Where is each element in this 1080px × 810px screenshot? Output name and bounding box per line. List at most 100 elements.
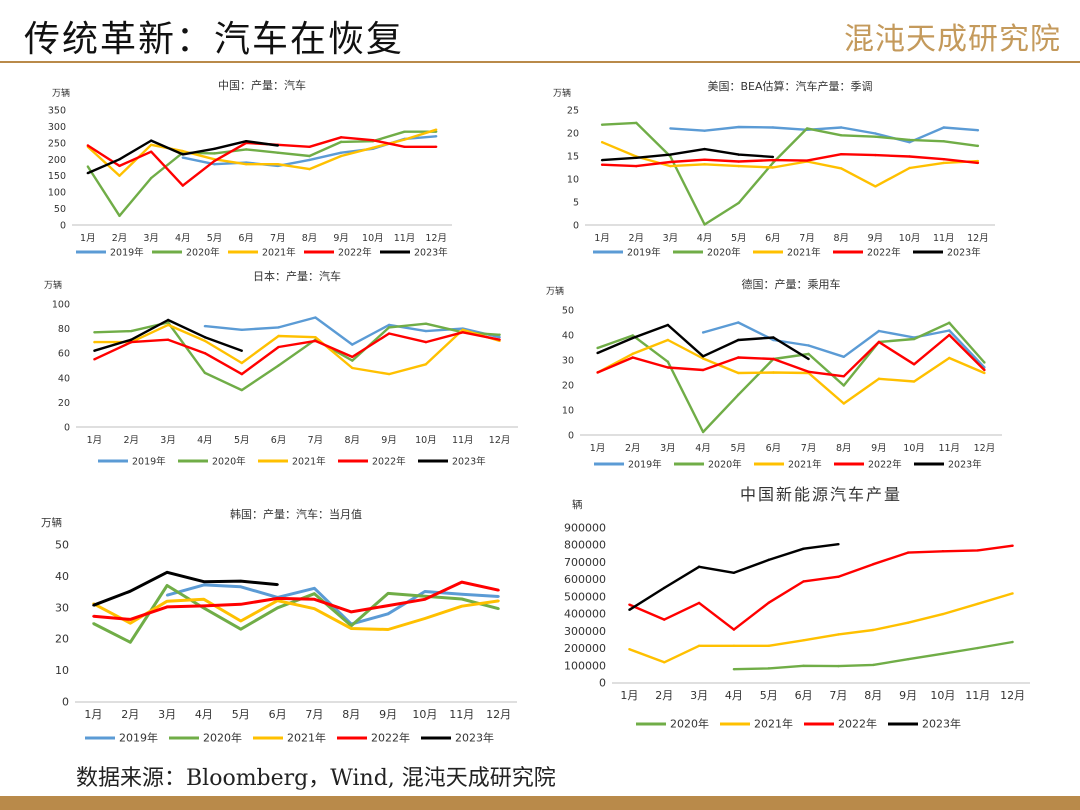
data-point xyxy=(837,664,840,668)
data-point xyxy=(737,393,740,396)
x-tick-label: 12月 xyxy=(974,443,996,454)
data-point xyxy=(737,164,740,168)
x-tick-label: 1月 xyxy=(594,233,610,244)
legend-label: 2019年 xyxy=(628,459,662,471)
series-line xyxy=(86,128,437,177)
data-point xyxy=(313,598,316,601)
data-point xyxy=(387,332,391,335)
data-point xyxy=(631,356,634,359)
data-point xyxy=(807,357,810,361)
data-point xyxy=(805,159,809,162)
x-tick-label: 9月 xyxy=(868,233,884,244)
x-tick-label: 5月 xyxy=(234,435,250,446)
y-tick-label: 600000 xyxy=(564,573,606,586)
data-point xyxy=(596,346,599,350)
data-point xyxy=(118,214,121,217)
y-tick-label: 5 xyxy=(573,198,579,209)
y-axis-unit: 万辆 xyxy=(546,285,564,297)
x-tick-label: 3月 xyxy=(143,233,159,244)
data-point xyxy=(906,551,910,554)
data-point xyxy=(403,138,406,141)
y-tick-label: 500000 xyxy=(564,590,606,603)
y-tick-label: 800000 xyxy=(564,539,606,552)
y-tick-label: 0 xyxy=(568,431,574,442)
data-point xyxy=(371,139,375,142)
data-point xyxy=(842,402,845,405)
x-tick-label: 6月 xyxy=(238,233,254,244)
x-tick-label: 12月 xyxy=(967,233,989,244)
legend-label: 2021年 xyxy=(292,456,326,468)
y-tick-label: 0 xyxy=(64,423,70,434)
data-point xyxy=(313,592,316,595)
data-point xyxy=(840,167,843,170)
data-point xyxy=(737,160,740,163)
series-line xyxy=(597,338,985,405)
series-line xyxy=(92,570,278,607)
data-point xyxy=(118,158,121,161)
data-point xyxy=(663,586,666,590)
data-point xyxy=(423,617,427,620)
x-tick-label: 9月 xyxy=(333,233,349,244)
x-tick-label: 9月 xyxy=(381,435,397,446)
y-tick-label: 80 xyxy=(58,324,70,335)
data-point xyxy=(737,153,740,156)
x-tick-label: 9月 xyxy=(379,708,397,721)
x-tick-label: 5月 xyxy=(760,689,778,702)
x-tick-label: 1月 xyxy=(87,435,103,446)
x-tick-label: 3月 xyxy=(660,443,676,454)
data-point xyxy=(666,360,670,363)
data-point xyxy=(460,580,463,584)
data-point xyxy=(403,130,406,133)
chart-title: 美国：BEA估算：汽车产量：季调 xyxy=(707,79,872,93)
y-tick-label: 40 xyxy=(58,373,70,384)
data-point xyxy=(181,153,185,156)
data-point xyxy=(737,125,740,129)
data-point xyxy=(666,366,670,369)
y-tick-label: 900000 xyxy=(564,522,606,535)
y-tick-label: 20 xyxy=(562,381,574,392)
data-point xyxy=(240,361,243,365)
data-point xyxy=(908,155,911,158)
data-point xyxy=(703,158,706,161)
data-point xyxy=(461,331,464,334)
data-point xyxy=(277,345,280,349)
data-point xyxy=(600,141,604,144)
data-point xyxy=(386,592,390,595)
x-tick-label: 8月 xyxy=(833,233,849,244)
y-axis-unit: 辆 xyxy=(572,498,583,511)
data-point xyxy=(313,587,316,590)
data-point xyxy=(308,158,311,162)
data-point xyxy=(663,661,666,664)
data-point xyxy=(983,361,986,364)
x-tick-label: 12月 xyxy=(425,233,447,244)
header-divider xyxy=(0,61,1080,63)
data-point xyxy=(737,201,740,205)
data-point xyxy=(434,128,438,131)
data-point xyxy=(666,323,670,327)
data-point xyxy=(669,127,672,130)
data-point xyxy=(149,176,153,180)
x-tick-label: 11月 xyxy=(933,233,955,244)
x-tick-label: 3月 xyxy=(160,435,176,446)
data-point xyxy=(423,590,427,593)
data-point xyxy=(86,171,90,175)
y-tick-label: 50 xyxy=(562,306,574,317)
data-point xyxy=(129,641,132,644)
data-point xyxy=(350,624,353,627)
data-point xyxy=(631,336,634,340)
x-tick-label: 3月 xyxy=(690,689,708,702)
data-point xyxy=(942,140,945,143)
data-point xyxy=(213,163,216,166)
x-tick-label: 2月 xyxy=(628,233,644,244)
data-point xyxy=(942,126,945,129)
data-point xyxy=(669,164,672,168)
data-point xyxy=(166,321,170,324)
y-tick-label: 10 xyxy=(567,175,579,186)
data-point xyxy=(240,372,243,376)
data-point xyxy=(308,167,311,171)
data-point xyxy=(767,667,770,670)
footer-bar xyxy=(0,796,1080,810)
series-line xyxy=(628,544,1013,631)
y-tick-label: 300000 xyxy=(564,625,606,638)
